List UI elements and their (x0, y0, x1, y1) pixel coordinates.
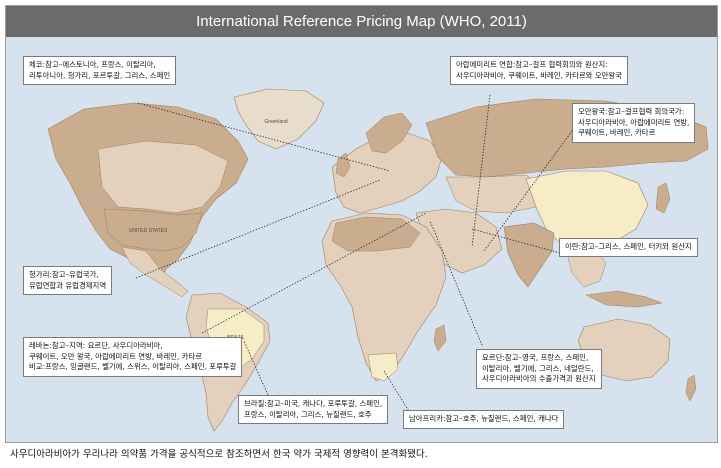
callout-iran: 이란:참고–그리스, 스페인, 터키와 원산지 (559, 238, 698, 257)
callout-uae: 아랍에미리트 연합:참고–걸프 협력회의와 원산지: 사우디아라비아, 쿠웨이트… (450, 56, 629, 85)
callout-czech-line-1: 체코:참고–에스토니아, 프랑스, 이탈리아, (29, 60, 156, 69)
callout-lebanon-line-2: 쿠웨이트, 오만 왕국, 아랍에미리트 연방, 바레인, 카타르 (29, 351, 203, 361)
callout-jordan-line-1: 요르단:참고–영국, 프랑스, 스페인, (482, 353, 589, 362)
callout-hungary-line-2: 유럽연합과 유럽경제지역 (29, 280, 107, 290)
central-america-landmass (121, 246, 189, 298)
callout-brazil: 브라질:참고–미국, 캐나다, 포루투갈, 스페인, 프랑스, 이탈리아, 그리… (238, 395, 389, 424)
new-zealand-landmass (685, 374, 697, 402)
leader-line-jordan (429, 220, 483, 346)
callout-iran-line-1: 이란:참고–그리스, 스페인, 터키와 원산지 (565, 242, 692, 251)
callout-lebanon: 레바논:참고–지역: 요르단, 사우디아라비아, 쿠웨이트, 오만 왕국, 아랍… (23, 337, 243, 377)
map-title: International Reference Pricing Map (WHO… (6, 6, 717, 37)
map-frame: International Reference Pricing Map (WHO… (5, 5, 718, 443)
callout-brazil-line-1: 브라질:참고–미국, 캐나다, 포루투갈, 스페인, (244, 399, 383, 408)
greenland-landmass (233, 88, 325, 150)
north-africa-landmass (331, 216, 421, 252)
callout-czech: 체코:참고–에스토니아, 프랑스, 이탈리아, 리투아니아, 헝가리, 포르투갈… (23, 56, 177, 85)
callout-oman-line-3: 쿠웨이트, 바레인, 카타르 (578, 128, 656, 137)
callout-south-africa-line-1: 남아프리카:참고–호주, 뉴질랜드, 스페인, 캐나다 (409, 414, 559, 423)
leader-line-south-africa (383, 370, 411, 414)
callout-brazil-line-2: 프랑스, 이탈리아, 그리스, 뉴질랜드, 호주 (244, 409, 372, 419)
leader-line-hungary (135, 179, 381, 279)
callout-uae-line-2: 사우디아라비아, 쿠웨이트, 바레인, 카타르와 오만왕국 (456, 70, 623, 80)
callout-lebanon-line-3: 비교:프랑스, 잉글랜드, 벨기에, 스위스, 이탈리아, 스페인, 포루투갈 (29, 362, 237, 371)
callout-hungary-line-1: 헝가리:참고–유럽국가, (29, 270, 99, 279)
callout-jordan-line-2: 이탈리아, 벨기에, 그리스, 네덜란드, (482, 363, 594, 373)
callout-jordan: 요르단:참고–영국, 프랑스, 스페인, 이탈리아, 벨기에, 그리스, 네덜란… (476, 349, 602, 389)
callout-oman: 오만왕국:참고–걸프협력 회의국가: 사우디아라비아, 아랍에미리트 연방, 쿠… (572, 103, 696, 143)
callout-oman-line-1: 오만왕국:참고–걸프협력 회의국가: (578, 107, 685, 116)
india-landmass (503, 222, 555, 288)
leader-line-oman (483, 130, 573, 252)
figure-caption: 사우디아라비아가 우리나라 의약품 가격을 공식적으로 참조하면서 한국 약가 … (10, 449, 428, 460)
callout-uae-line-1: 아랍에미리트 연합:참고–걸프 협력회의와 원산지: (456, 60, 608, 69)
leader-line-lebanon (201, 212, 427, 334)
china-landmass (525, 170, 649, 250)
usa-landmass (103, 208, 203, 252)
callout-czech-line-2: 리투아니아, 헝가리, 포르투갈, 그리스, 스페인 (29, 70, 171, 80)
leader-lines (135, 94, 573, 414)
scandinavia-landmass (365, 112, 413, 154)
greenland-label: Greenland (264, 119, 288, 125)
madagascar-landmass (433, 324, 447, 352)
leader-line-brazil (243, 340, 269, 396)
callout-jordan-line-3: 사우디아라비아의 수출가격과 원산지 (482, 374, 596, 383)
callout-south-africa: 남아프리카:참고–호주, 뉴질랜드, 스페인, 캐나다 (403, 410, 565, 429)
callout-hungary: 헝가리:참고–유럽국가, 유럽연합과 유럽경제지역 (23, 266, 113, 295)
indonesia-landmass (585, 290, 663, 308)
japan-landmass (655, 182, 671, 214)
usa-label: UNITED STATES (129, 228, 168, 234)
uk-landmass (335, 152, 351, 178)
south-africa-landmass (367, 352, 399, 382)
callout-lebanon-line-1: 레바논:참고–지역: 요르단, 사우디아라비아, (29, 341, 163, 350)
leader-line-iran (471, 228, 561, 254)
canada-landmass (97, 140, 229, 214)
callout-oman-line-2: 사우디아라비아, 아랍에미리트 연방, (578, 117, 690, 127)
